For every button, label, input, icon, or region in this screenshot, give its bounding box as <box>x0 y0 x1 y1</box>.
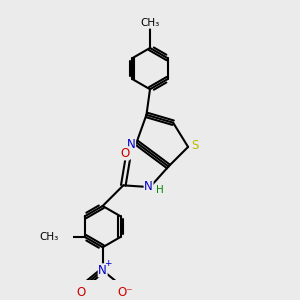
Text: S: S <box>191 139 198 152</box>
Text: O⁻: O⁻ <box>117 286 133 299</box>
Text: H: H <box>156 185 164 195</box>
Text: O: O <box>120 147 129 160</box>
Text: N: N <box>127 138 136 151</box>
Text: O: O <box>77 286 86 299</box>
Text: CH₃: CH₃ <box>140 18 160 28</box>
Text: N: N <box>98 264 107 277</box>
Text: CH₃: CH₃ <box>39 232 58 242</box>
Text: N: N <box>144 180 153 193</box>
Text: +: + <box>104 260 112 268</box>
